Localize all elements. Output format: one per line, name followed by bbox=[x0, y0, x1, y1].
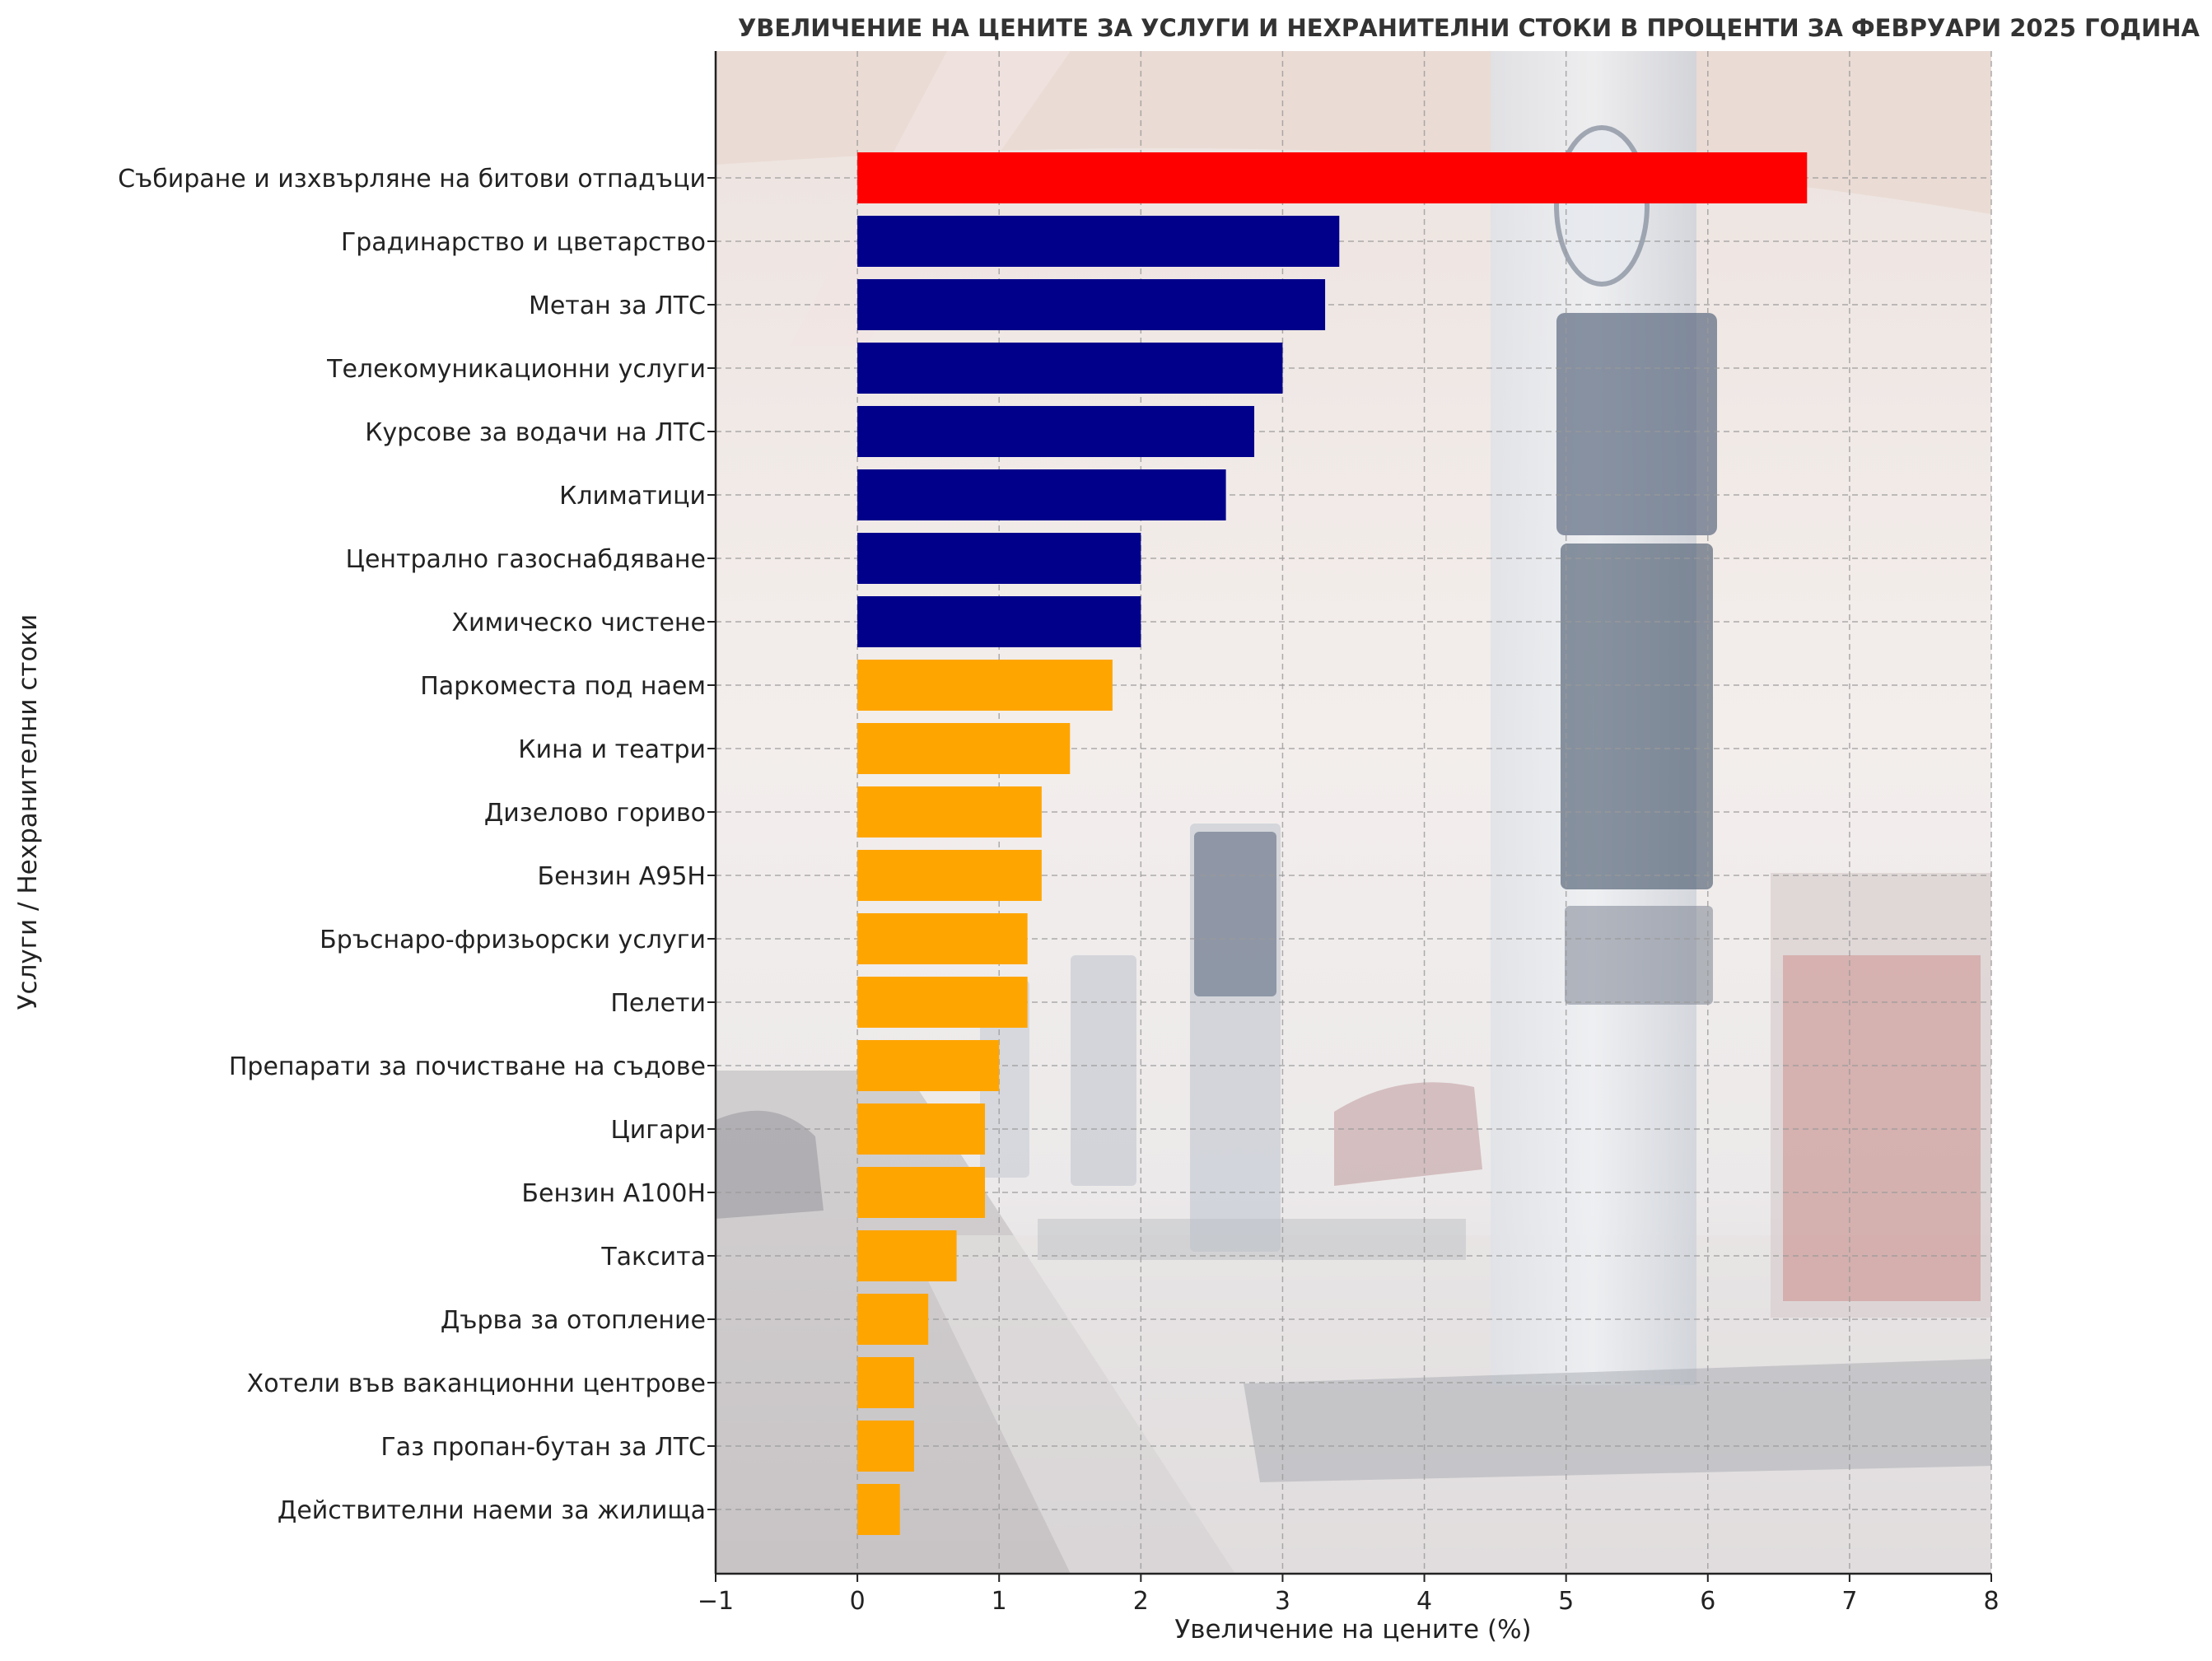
bar bbox=[857, 1230, 957, 1281]
bars bbox=[857, 152, 1808, 1535]
bar bbox=[857, 1167, 986, 1218]
y-tick-label: Действителни наеми за жилища bbox=[278, 1496, 706, 1525]
y-tick-label: Таксита bbox=[600, 1243, 706, 1271]
y-axis-label: Услуги / Нехранителни стоки bbox=[13, 614, 43, 1010]
bar bbox=[857, 596, 1141, 647]
bar bbox=[857, 850, 1042, 901]
bar bbox=[857, 913, 1028, 964]
x-tick-label: 2 bbox=[1133, 1587, 1149, 1616]
y-tick-label: Курсове за водачи на ЛТС bbox=[365, 418, 706, 447]
y-tick-label: Кина и театри bbox=[518, 735, 706, 764]
y-tick-label: Паркоместа под наем bbox=[420, 672, 706, 701]
x-axis-label: Увеличение на цените (%) bbox=[1174, 1615, 1531, 1645]
y-tick-label: Препарати за почистване на съдове bbox=[229, 1052, 706, 1081]
bar bbox=[857, 660, 1113, 711]
y-tick-label: Централно газоснабдяване bbox=[346, 545, 706, 574]
y-tick-label: Дърва за отопление bbox=[441, 1306, 706, 1335]
bar bbox=[857, 279, 1326, 330]
x-tick-label: 4 bbox=[1416, 1587, 1432, 1616]
bar bbox=[857, 343, 1283, 394]
bar bbox=[857, 786, 1042, 837]
y-tick-label: Събиране и изхвърляне на битови отпадъци bbox=[118, 165, 706, 194]
bar bbox=[857, 1040, 1000, 1091]
bar bbox=[857, 1103, 986, 1155]
x-tick-label: 6 bbox=[1700, 1587, 1715, 1616]
bar bbox=[857, 469, 1226, 520]
x-axis-ticks: −1 0 1 2 3 4 5 6 7 8 bbox=[698, 1574, 2000, 1616]
bar bbox=[857, 533, 1141, 584]
y-tick-label: Климатици bbox=[559, 482, 706, 511]
y-axis-ticks: Събиране и изхвърляне на битови отпадъци… bbox=[118, 165, 716, 1525]
y-tick-label: Градинарство и цветарство bbox=[341, 228, 706, 257]
bar bbox=[857, 977, 1028, 1028]
bar bbox=[857, 1357, 914, 1408]
y-tick-label: Дизелово гориво bbox=[484, 799, 706, 828]
x-tick-label: −1 bbox=[698, 1587, 734, 1616]
y-tick-label: Пелети bbox=[610, 989, 706, 1018]
bar bbox=[857, 1421, 914, 1472]
x-tick-label: 8 bbox=[1983, 1587, 1999, 1616]
y-tick-label: Бръснаро-фризьорски услуги bbox=[320, 926, 706, 954]
x-tick-label: 3 bbox=[1275, 1587, 1290, 1616]
x-tick-label: 7 bbox=[1841, 1587, 1857, 1616]
y-tick-label: Бензин А100Н bbox=[521, 1179, 706, 1208]
y-tick-label: Бензин А95Н bbox=[537, 862, 706, 891]
bar bbox=[857, 1484, 900, 1535]
bar bbox=[857, 216, 1340, 267]
bar bbox=[857, 152, 1808, 203]
y-tick-label: Газ пропан-бутан за ЛТС bbox=[380, 1433, 706, 1462]
x-tick-label: 5 bbox=[1558, 1587, 1574, 1616]
x-tick-label: 1 bbox=[992, 1587, 1007, 1616]
y-tick-label: Цигари bbox=[611, 1116, 706, 1145]
y-tick-label: Метан за ЛТС bbox=[529, 292, 706, 320]
y-tick-label: Телекомуникационни услуги bbox=[326, 355, 706, 384]
bar bbox=[857, 1294, 929, 1345]
bar bbox=[857, 406, 1255, 457]
chart-title: УВЕЛИЧЕНИЕ НА ЦЕНИТЕ ЗА УСЛУГИ И НЕХРАНИ… bbox=[738, 14, 2200, 42]
x-tick-label: 0 bbox=[850, 1587, 866, 1616]
y-tick-label: Хотели във ваканционни центрове bbox=[247, 1369, 706, 1398]
y-tick-label: Химическо чистене bbox=[451, 609, 706, 637]
bar bbox=[857, 723, 1071, 774]
